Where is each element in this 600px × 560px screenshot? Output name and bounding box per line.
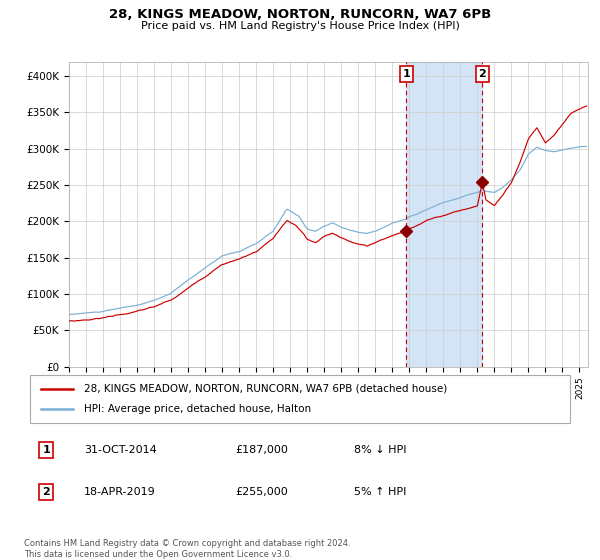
Text: 31-OCT-2014: 31-OCT-2014 [84, 445, 157, 455]
Text: 5% ↑ HPI: 5% ↑ HPI [354, 487, 406, 497]
Text: 28, KINGS MEADOW, NORTON, RUNCORN, WA7 6PB (detached house): 28, KINGS MEADOW, NORTON, RUNCORN, WA7 6… [84, 384, 447, 394]
Text: 1: 1 [43, 445, 50, 455]
Bar [406, 62, 482, 367]
Text: Contains HM Land Registry data © Crown copyright and database right 2024.
This d: Contains HM Land Registry data © Crown c… [24, 539, 350, 559]
Text: 2: 2 [43, 487, 50, 497]
Text: 18-APR-2019: 18-APR-2019 [84, 487, 156, 497]
Text: 8% ↓ HPI: 8% ↓ HPI [354, 445, 407, 455]
Text: £255,000: £255,000 [235, 487, 288, 497]
Text: 1: 1 [403, 69, 410, 79]
Text: £187,000: £187,000 [235, 445, 288, 455]
Text: 28, KINGS MEADOW, NORTON, RUNCORN, WA7 6PB: 28, KINGS MEADOW, NORTON, RUNCORN, WA7 6… [109, 8, 491, 21]
FancyBboxPatch shape [30, 375, 570, 423]
Text: 2: 2 [478, 69, 486, 79]
Text: HPI: Average price, detached house, Halton: HPI: Average price, detached house, Halt… [84, 404, 311, 414]
Text: Price paid vs. HM Land Registry's House Price Index (HPI): Price paid vs. HM Land Registry's House … [140, 21, 460, 31]
